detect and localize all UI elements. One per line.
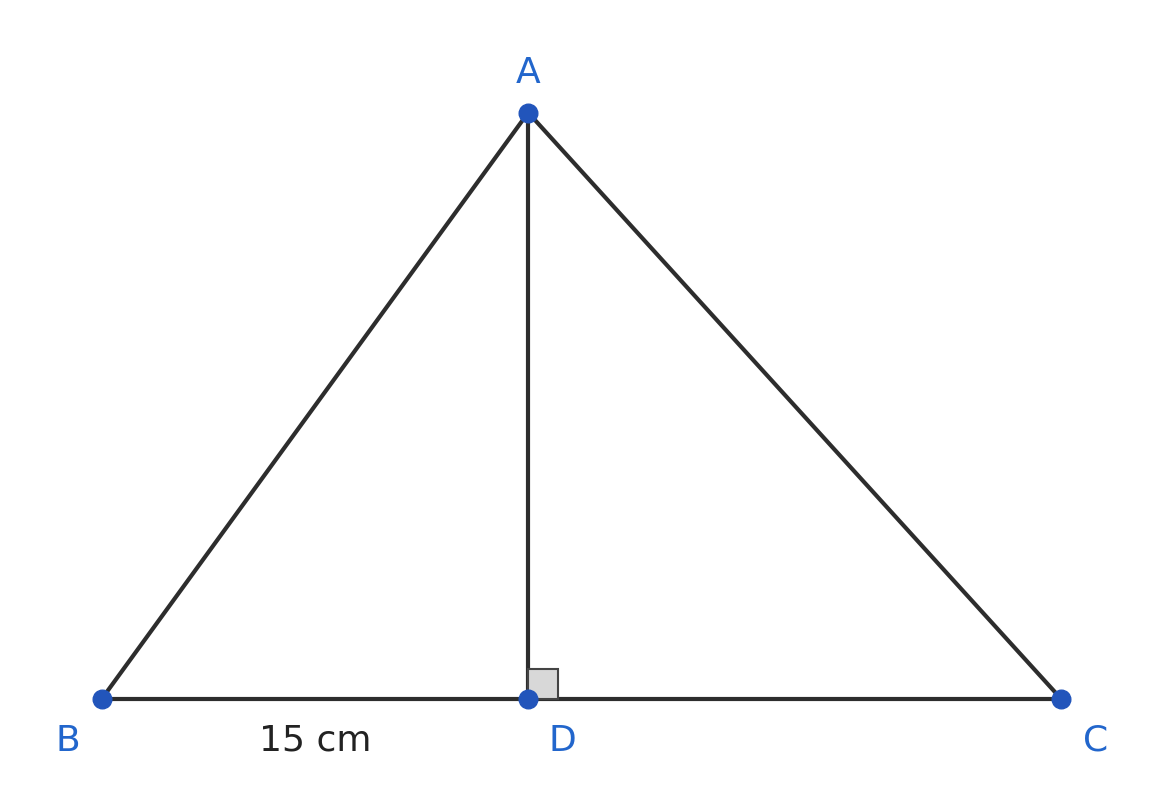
Point [519,107,537,119]
Bar [528,670,558,699]
Text: 15 cm: 15 cm [258,723,371,756]
Text: D: D [549,723,576,756]
Point [1053,693,1071,706]
Point [519,693,537,706]
Text: C: C [1083,723,1108,756]
Text: B: B [55,723,80,756]
Point [92,693,110,706]
Text: A: A [516,56,541,90]
